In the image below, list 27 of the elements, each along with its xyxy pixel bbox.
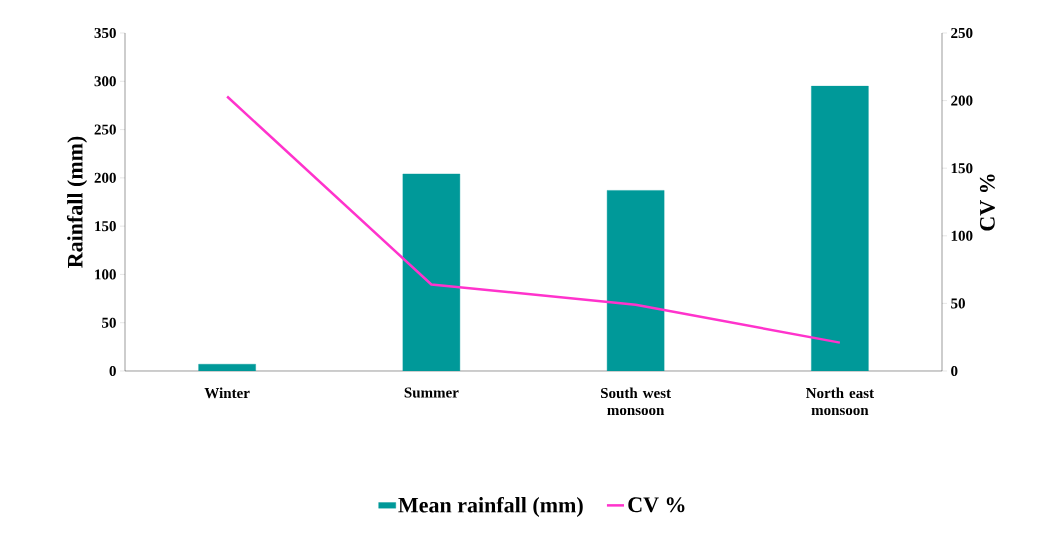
bar [402,173,461,371]
y-tick-label: 200 [94,172,116,183]
y2-tick-label: 50 [951,298,965,309]
y2-tick-label: 200 [951,95,973,106]
legend-label: CV % [628,497,685,513]
legend-label: Mean rainfall (mm) [398,496,583,518]
y2-tick-label: 250 [951,27,973,39]
bar [811,85,869,371]
x-tick-label: South west monsoon [601,387,671,416]
y-tick-label: 50 [102,317,116,328]
bar [198,364,256,371]
y-axis-title: Rainfall (mm) [66,136,88,268]
y-tick-label: 0 [109,365,116,377]
y2-tick-label: 0 [951,365,958,377]
y-tick-label: 100 [95,269,116,280]
y2-axis-title: CV % [979,174,995,231]
y-tick-label: 150 [95,221,116,232]
y-tick-label: 250 [94,124,116,135]
x-tick-label: North east monsoon [806,387,874,416]
line-series [225,95,842,344]
y-tick-label: 300 [94,76,116,87]
y2-tick-label: 150 [951,163,973,174]
y2-tick-label: 100 [951,230,973,241]
x-tick-label: Winter [204,387,250,399]
bar [606,190,665,371]
x-tick-label: Summer [404,387,459,398]
y-tick-label: 350 [94,27,116,39]
